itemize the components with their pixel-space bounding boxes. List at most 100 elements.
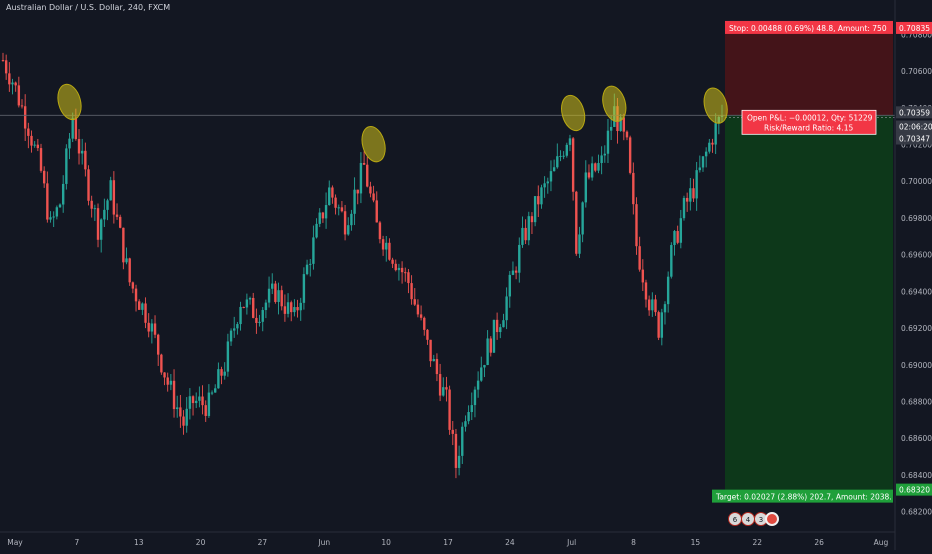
candle-body [109,180,112,201]
candle-body [350,213,353,226]
current-price-badge-bg [896,132,932,145]
candle-body [58,204,62,208]
price-tick-label: 0.69400 [901,287,932,296]
candle-body [578,234,581,254]
candle-body [286,302,290,314]
candle-body [229,330,233,342]
candle-body [87,169,90,201]
price-tick-label: 0.70800 [901,30,932,39]
candle-body [131,282,135,289]
candle-body [42,170,46,184]
time-tick-label: 26 [814,538,824,547]
candlestick-series [1,52,724,479]
event-badge-1[interactable]: 6 [728,512,742,526]
event-badge-2[interactable]: 4 [741,512,755,526]
candle-body [214,388,217,393]
candle-body [106,200,109,210]
candle-body [442,387,445,396]
candle-body [594,163,597,171]
candle-body [666,276,670,305]
candle-body [527,216,530,241]
candle-body [397,267,401,271]
candle-body [236,324,239,329]
candle-body [30,135,33,146]
candle-body [404,272,407,274]
price-axis: 0.708000.706000.704000.702000.700000.698… [894,0,932,550]
price-tick-label: 0.69000 [901,361,932,370]
candle-body [185,408,188,426]
candle-body [556,156,559,168]
entry-price-badge: 0.70359 [899,108,930,117]
candle-body [362,162,366,165]
candle-body [606,130,610,154]
candle-body [169,380,173,385]
candle-body [559,155,562,157]
candle-body [157,334,160,355]
highlight-ellipse [602,85,627,122]
price-tick-label: 0.68800 [901,398,932,407]
highlight-ellipse [561,94,586,132]
candle-body [255,317,258,323]
price-tick-label: 0.70200 [901,141,932,150]
candle-body [654,299,657,313]
candle-body [340,207,344,212]
candle-body [33,144,36,146]
candle-body [378,222,382,240]
candle-body [277,290,280,302]
price-tick-label: 0.69800 [901,214,932,223]
candle-body [204,405,207,416]
candle-body [68,138,71,149]
candle-body [518,244,521,273]
candle-body [499,327,502,333]
candle-body [679,218,683,243]
candle-body [337,207,340,209]
candle-body [356,189,359,194]
candle-body [467,412,470,422]
candle-body [220,369,223,376]
candle-body [103,209,106,220]
time-tick-label: 13 [134,538,144,547]
candle-body [660,312,664,338]
candle-body [546,181,549,184]
candle-body [581,202,584,235]
candle-body [511,270,515,275]
timer-badge: 02:06:20 [899,123,932,132]
price-tick-label: 0.68400 [901,471,932,480]
candle-body [125,258,128,263]
candle-body [302,274,306,303]
candle-body [347,225,350,235]
candle-body [245,299,249,308]
candle-body [584,172,588,203]
price-tick-label: 0.68200 [901,508,932,517]
candle-body [239,306,242,325]
candle-body [90,200,93,209]
candle-body [299,302,302,311]
candle-body [451,429,454,434]
candle-body [695,170,698,199]
candle-body [17,85,21,106]
target-zone [725,115,893,490]
candle-body [698,167,702,171]
candle-body [587,172,591,178]
candle-body [144,303,147,323]
event-flag-icon[interactable] [765,512,779,526]
candle-body [701,156,705,168]
stop-label: Stop: 0.00488 (0.69%) 48.8, Amount: 750 [729,24,887,33]
candle-body [619,117,622,132]
candle-body [217,369,220,389]
position-labels: 0.70835 0.70359 02:06:20 0.70347 0.68320 Stop… [712,20,932,503]
time-tick-label: 8 [631,538,636,547]
candle-body [461,426,464,456]
candle-body [514,270,518,273]
highlight-ellipse [57,83,82,121]
candle-body [714,123,717,145]
candle-body [600,155,603,164]
candle-body [305,264,309,275]
candle-body [638,246,641,270]
candle-body [483,365,486,368]
candle-body [381,239,385,250]
candle-body [413,299,416,305]
candle-body [4,60,8,74]
